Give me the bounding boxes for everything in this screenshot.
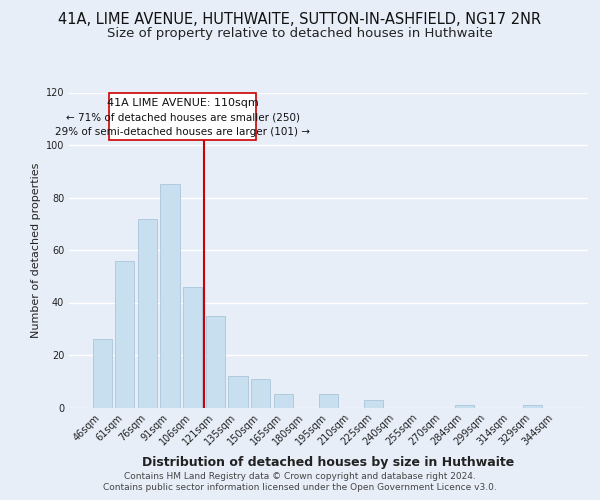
Bar bbox=[319, 394, 338, 407]
Bar bbox=[115, 260, 134, 408]
Bar bbox=[92, 339, 112, 407]
Bar bbox=[229, 376, 248, 408]
Bar bbox=[183, 287, 202, 408]
Text: Size of property relative to detached houses in Huthwaite: Size of property relative to detached ho… bbox=[107, 28, 493, 40]
Text: 41A LIME AVENUE: 110sqm: 41A LIME AVENUE: 110sqm bbox=[107, 98, 259, 108]
Bar bbox=[160, 184, 180, 408]
Text: 29% of semi-detached houses are larger (101) →: 29% of semi-detached houses are larger (… bbox=[55, 126, 310, 136]
Text: Contains public sector information licensed under the Open Government Licence v3: Contains public sector information licen… bbox=[103, 484, 497, 492]
FancyBboxPatch shape bbox=[109, 92, 256, 140]
Bar bbox=[251, 378, 270, 408]
X-axis label: Distribution of detached houses by size in Huthwaite: Distribution of detached houses by size … bbox=[142, 456, 515, 468]
Text: ← 71% of detached houses are smaller (250): ← 71% of detached houses are smaller (25… bbox=[65, 112, 299, 122]
Y-axis label: Number of detached properties: Number of detached properties bbox=[31, 162, 41, 338]
Bar bbox=[206, 316, 225, 408]
Bar bbox=[364, 400, 383, 407]
Text: Contains HM Land Registry data © Crown copyright and database right 2024.: Contains HM Land Registry data © Crown c… bbox=[124, 472, 476, 481]
Bar bbox=[274, 394, 293, 407]
Bar bbox=[523, 405, 542, 407]
Bar bbox=[455, 405, 474, 407]
Bar bbox=[138, 218, 157, 408]
Text: 41A, LIME AVENUE, HUTHWAITE, SUTTON-IN-ASHFIELD, NG17 2NR: 41A, LIME AVENUE, HUTHWAITE, SUTTON-IN-A… bbox=[58, 12, 542, 28]
